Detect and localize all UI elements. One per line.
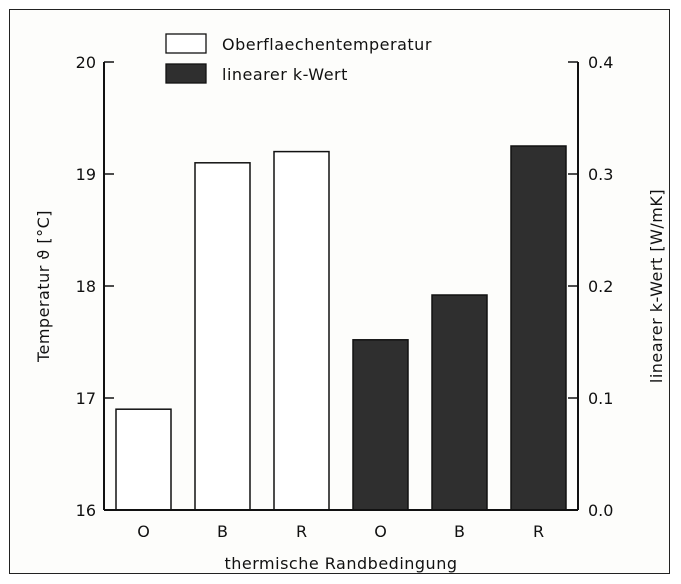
right-tick-label-0-1: 0.1: [588, 389, 613, 408]
left-axis-ticks: 16 17 18 19 20: [76, 53, 114, 520]
bar-oberflaechentemperatur-r: [273, 150, 330, 511]
left-tick-label-18: 18: [76, 277, 96, 296]
legend-label-oberflaechentemperatur: Oberflaechentemperatur: [222, 35, 432, 54]
x-tick-label-b-5: B: [454, 522, 465, 541]
x-tick-label-o-1: O: [137, 522, 150, 541]
right-tick-label-0-3: 0.3: [588, 165, 613, 184]
x-tick-label-r-3: R: [296, 522, 307, 541]
right-tick-label-0-2: 0.2: [588, 277, 613, 296]
legend-swatch-oberflaechentemperatur: [165, 33, 207, 54]
right-axis-title: linearer k-Wert [W/mK]: [647, 189, 666, 383]
x-tick-label-r-6: R: [533, 522, 544, 541]
legend-label-k-wert: linearer k-Wert: [222, 65, 348, 84]
bar-oberflaechentemperatur-o: [115, 408, 172, 511]
left-tick-label-16: 16: [76, 501, 96, 520]
right-tick-label-0-4: 0.4: [588, 53, 613, 72]
legend-swatch-k-wert: [165, 63, 207, 84]
left-axis-title: Temperatur ϑ [°C]: [34, 210, 53, 363]
right-axis-ticks: 0.0 0.1 0.2 0.3 0.4: [568, 53, 613, 520]
bar-linearer-k-wert-b: [431, 294, 488, 511]
left-tick-label-17: 17: [76, 389, 96, 408]
x-tick-label-o-4: O: [374, 522, 387, 541]
left-tick-label-20: 20: [76, 53, 96, 72]
left-tick-label-19: 19: [76, 165, 96, 184]
x-tick-label-b-2: B: [217, 522, 228, 541]
bar-linearer-k-wert-o: [352, 339, 409, 511]
x-axis-title: thermische Randbedingung: [225, 554, 458, 573]
bar-linearer-k-wert-r: [510, 145, 567, 511]
right-tick-label-0-0: 0.0: [588, 501, 613, 520]
bar-oberflaechentemperatur-b: [194, 162, 251, 511]
legend: Oberflaechentemperatur linearer k-Wert: [165, 33, 432, 84]
bars-group: [115, 145, 567, 511]
